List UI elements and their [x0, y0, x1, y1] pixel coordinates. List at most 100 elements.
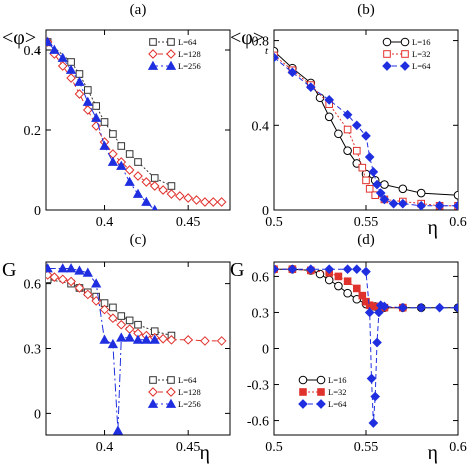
data-point: [305, 82, 316, 93]
data-point: [362, 176, 370, 185]
data-point: [125, 150, 134, 158]
legend-marker: [147, 398, 159, 408]
data-point: [124, 165, 135, 175]
data-point: [208, 197, 219, 207]
data-point: [305, 264, 316, 275]
data-point: [91, 112, 102, 122]
x-tick-label: 0.55: [354, 215, 379, 230]
legend-marker: [165, 60, 177, 70]
data-point: [92, 102, 100, 110]
legend-label: L=32: [412, 49, 431, 59]
x-axis-label: η: [428, 217, 438, 239]
data-point: [361, 131, 371, 141]
data-point: [366, 373, 377, 384]
data-point: [324, 112, 334, 122]
data-point: [416, 302, 427, 313]
data-point: [99, 140, 110, 150]
data-point: [100, 118, 109, 126]
panel-label: (c): [130, 232, 147, 248]
data-point: [82, 96, 93, 106]
data-point: [274, 52, 279, 63]
data-point: [107, 156, 119, 166]
data-point: [364, 307, 375, 318]
series-line: [47, 268, 155, 431]
legend: L=16 L=32 L=64: [298, 375, 347, 409]
data-point: [416, 188, 426, 198]
legend-marker: [316, 375, 326, 385]
legend-marker: [165, 398, 177, 408]
data-point: [374, 307, 384, 318]
data-point: [150, 174, 159, 182]
data-point: [116, 332, 127, 342]
x-tick-label: 0.4: [96, 215, 114, 230]
data-point: [398, 184, 408, 194]
data-point: [82, 289, 93, 300]
data-point: [109, 303, 117, 312]
legend-label: L=16: [412, 37, 431, 47]
plot-frame: [45, 261, 231, 436]
data-point: [158, 185, 168, 195]
data-point: [66, 73, 76, 83]
data-point: [65, 263, 77, 273]
x-tick-label: 0.5: [265, 215, 283, 230]
legend-marker: [400, 61, 410, 71]
data-point: [434, 302, 445, 313]
data-point: [124, 332, 135, 342]
data-point: [453, 302, 458, 313]
legend-marker: [401, 50, 409, 58]
data-point: [132, 334, 144, 344]
data-point: [116, 319, 127, 330]
legend-label: L=256: [178, 61, 201, 71]
legend-marker: [383, 50, 391, 58]
y-axis-label: <φ>: [2, 27, 36, 49]
y-tick-label: 0.6: [24, 278, 42, 293]
data-point: [75, 70, 84, 78]
legend-marker: [382, 61, 392, 71]
data-point: [132, 188, 144, 198]
data-point: [74, 89, 85, 99]
plot-frame: [45, 29, 231, 211]
legend-marker: [148, 387, 158, 397]
series-layer: [46, 263, 227, 435]
data-point: [66, 276, 76, 287]
data-point: [416, 200, 427, 210]
y-tick-label: 0: [34, 204, 41, 219]
legend-marker: [317, 388, 325, 396]
series-line: [274, 55, 458, 207]
data-point: [216, 197, 227, 207]
data-point: [372, 179, 382, 190]
panel-b: (b) 0 0.4 0.8 0.5 0.55 0.6 <φ>t η L=16 L=32 L=64: [230, 2, 467, 239]
series-layer: [46, 36, 227, 210]
panel-label: (b): [357, 2, 375, 18]
legend-marker: [316, 399, 326, 409]
data-point: [324, 95, 335, 105]
data-point: [365, 185, 374, 193]
data-point: [107, 338, 119, 349]
x-tick-label: 0.45: [176, 440, 201, 455]
data-point: [372, 337, 382, 348]
panel-label: (a): [130, 2, 147, 18]
data-point: [353, 146, 361, 155]
data-point: [141, 177, 152, 187]
data-point: [82, 105, 93, 115]
data-point: [434, 200, 445, 210]
data-point: [353, 284, 361, 293]
data-point: [343, 125, 352, 134]
legend: L=64 L=128 L=256: [147, 375, 201, 409]
y-tick-label: 0: [34, 407, 41, 422]
data-point: [158, 333, 168, 344]
legend-marker: [149, 376, 157, 384]
data-point: [116, 160, 127, 170]
data-point: [167, 182, 176, 190]
data-point: [99, 304, 110, 315]
data-point: [397, 198, 408, 209]
data-point: [57, 52, 68, 62]
data-point: [343, 288, 352, 298]
y-tick-label: 0.4: [252, 119, 270, 134]
data-point: [315, 269, 325, 279]
data-point: [358, 163, 367, 172]
series-line: [47, 41, 222, 203]
data-point: [57, 274, 68, 285]
legend-marker: [299, 388, 307, 396]
legend-marker: [400, 37, 410, 47]
